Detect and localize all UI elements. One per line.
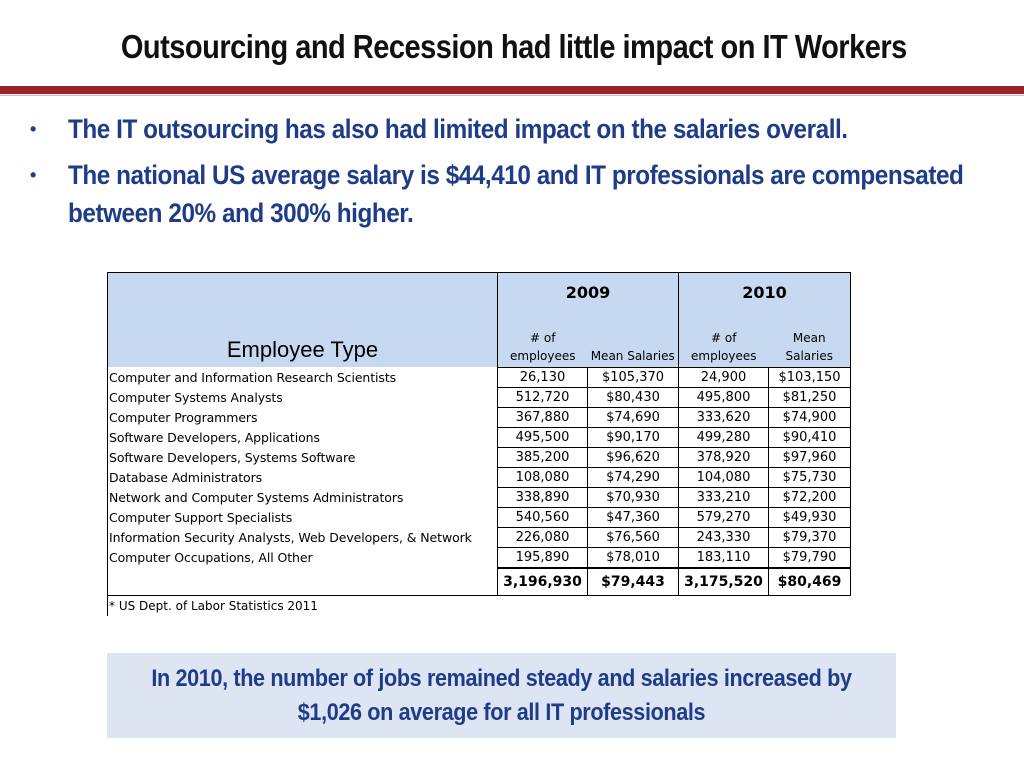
salary-2009-cell: $96,620 [587, 446, 679, 468]
employees-2010-cell: 24,900 [678, 366, 769, 388]
salaries-header-2010: Mean Salaries [768, 311, 851, 367]
employees-2009-cell: 495,500 [497, 426, 588, 448]
bullet-item: • The IT outsourcing has also had limite… [30, 110, 1020, 148]
employees-header-2009: # of employees [497, 311, 588, 367]
year-header-2010: 2010 [678, 271, 851, 312]
source-row: * US Dept. of Labor Statistics 2011 [107, 594, 851, 616]
salaries-header-2009: Mean Salaries [587, 311, 679, 367]
table-row: Software Developers, Applications 495,50… [107, 426, 851, 448]
table-row: Computer Support Specialists 540,560 $47… [107, 506, 851, 528]
callout-box: In 2010, the number of jobs remained ste… [107, 653, 896, 738]
table-row: Computer Programmers 367,880 $74,690 333… [107, 406, 851, 428]
title-divider [0, 86, 1024, 94]
salary-2009-cell: $105,370 [587, 366, 679, 388]
employee-type-cell: Network and Computer Systems Administrat… [107, 487, 498, 507]
employee-type-cell: Database Administrators [107, 467, 498, 487]
employees-2010-cell: 333,620 [678, 406, 769, 428]
employee-type-cell: Software Developers, Applications [107, 427, 498, 447]
salary-2009-cell: $74,690 [587, 406, 679, 428]
table-row: Software Developers, Systems Software 38… [107, 446, 851, 468]
salary-2009-cell: $78,010 [587, 546, 679, 568]
employee-type-header: Employee Type [107, 272, 498, 367]
employee-type-cell: Computer Systems Analysts [107, 387, 498, 407]
source-row-filler [497, 594, 851, 616]
totals-row: 3,196,930 $79,443 3,175,520 $80,469 [107, 566, 851, 596]
source-note: * US Dept. of Labor Statistics 2011 [107, 594, 498, 616]
employees-2009-cell: 367,880 [497, 406, 588, 428]
bullet-icon: • [30, 119, 36, 139]
employees-2009-cell: 338,890 [497, 486, 588, 508]
salary-2009-cell: $74,290 [587, 466, 679, 488]
salary-2010-cell: $74,900 [768, 406, 851, 428]
salary-table-wrapper: Employee Type 2009 2010 # of employees M… [107, 271, 851, 616]
salary-2010-cell: $79,790 [768, 546, 851, 568]
salary-2009-cell: $47,360 [587, 506, 679, 528]
employees-2010-cell: 104,080 [678, 466, 769, 488]
employee-type-cell: Computer Programmers [107, 407, 498, 427]
salary-table: Employee Type 2009 2010 # of employees M… [107, 271, 851, 616]
salary-2010-cell: $97,960 [768, 446, 851, 468]
bullet-text: The national US average salary is $44,41… [68, 160, 964, 228]
title-divider-shadow [0, 95, 1024, 96]
total-employees-2009: 3,196,930 [497, 566, 588, 596]
table-row: Computer and Information Research Scient… [107, 366, 851, 388]
employees-2010-cell: 333,210 [678, 486, 769, 508]
employees-2009-cell: 226,080 [497, 526, 588, 548]
employees-header-2010: # of employees [678, 311, 769, 367]
salary-2010-cell: $90,410 [768, 426, 851, 448]
table-row: Network and Computer Systems Administrat… [107, 486, 851, 508]
employees-2009-cell: 540,560 [497, 506, 588, 528]
callout-text: In 2010, the number of jobs remained ste… [151, 664, 852, 726]
salary-2010-cell: $72,200 [768, 486, 851, 508]
salary-2010-cell: $79,370 [768, 526, 851, 548]
bullet-list: • The IT outsourcing has also had limite… [30, 110, 1020, 240]
table-row: Information Security Analysts, Web Devel… [107, 526, 851, 548]
employees-2010-cell: 183,110 [678, 546, 769, 568]
table-row: Computer Occupations, All Other 195,890 … [107, 546, 851, 568]
salary-2010-cell: $75,730 [768, 466, 851, 488]
employees-2009-cell: 195,890 [497, 546, 588, 568]
total-employees-2010: 3,175,520 [678, 566, 769, 596]
employees-2009-cell: 26,130 [497, 366, 588, 388]
employees-2010-cell: 378,920 [678, 446, 769, 468]
employees-2010-cell: 495,800 [678, 386, 769, 408]
salary-2010-cell: $81,250 [768, 386, 851, 408]
year-header-2009: 2009 [497, 271, 679, 312]
table-row: Computer Systems Analysts 512,720 $80,43… [107, 386, 851, 408]
total-salary-2010: $80,469 [768, 566, 851, 596]
totals-label-cell [107, 567, 498, 595]
employees-2009-cell: 512,720 [497, 386, 588, 408]
salary-2009-cell: $80,430 [587, 386, 679, 408]
employee-type-cell: Computer Support Specialists [107, 507, 498, 527]
total-salary-2009: $79,443 [587, 566, 679, 596]
bullet-text: The IT outsourcing has also had limited … [68, 114, 848, 144]
employees-2010-cell: 499,280 [678, 426, 769, 448]
salary-2010-cell: $103,150 [768, 366, 851, 388]
salary-2009-cell: $76,560 [587, 526, 679, 548]
salary-2009-cell: $90,170 [587, 426, 679, 448]
salary-2010-cell: $49,930 [768, 506, 851, 528]
employees-2010-cell: 243,330 [678, 526, 769, 548]
employee-type-cell: Software Developers, Systems Software [107, 447, 498, 467]
slide-title: Outsourcing and Recession had little imp… [120, 28, 907, 65]
employee-type-cell: Computer and Information Research Scient… [107, 367, 498, 387]
table-row: Database Administrators 108,080 $74,290 … [107, 466, 851, 488]
employees-2010-cell: 579,270 [678, 506, 769, 528]
bullet-item: • The national US average salary is $44,… [30, 156, 1020, 232]
employee-type-cell: Computer Occupations, All Other [107, 547, 498, 568]
bullet-icon: • [30, 165, 36, 185]
salary-2009-cell: $70,930 [587, 486, 679, 508]
employees-2009-cell: 385,200 [497, 446, 588, 468]
employees-2009-cell: 108,080 [497, 466, 588, 488]
employee-type-cell: Information Security Analysts, Web Devel… [107, 527, 498, 547]
